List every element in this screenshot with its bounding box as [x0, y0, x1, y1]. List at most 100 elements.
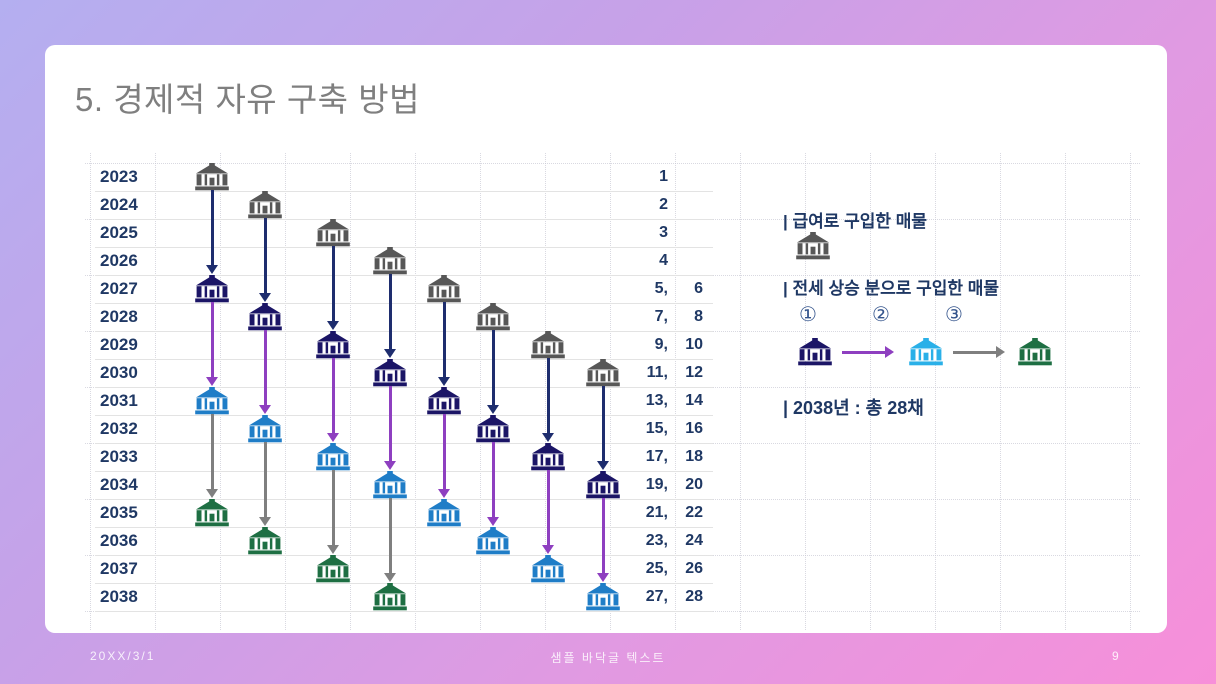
arrow-head [383, 349, 396, 358]
arrow-down-icon [437, 414, 451, 498]
arrow-head [383, 461, 396, 470]
arrow-head [437, 489, 450, 498]
arrow-shaft [210, 414, 214, 490]
count-label: 19, [645, 476, 668, 493]
row-separator [95, 611, 713, 612]
building-icon-step1 [585, 471, 621, 499]
building-icon-step2 [475, 527, 511, 555]
row-separator [95, 443, 713, 444]
row-separator [95, 359, 713, 360]
building-icon-salary [247, 191, 283, 219]
arrow-down-icon [205, 302, 219, 386]
count-label: 8 [694, 308, 703, 325]
row-separator [95, 331, 713, 332]
legend-step1-number: ① [799, 304, 817, 326]
arrow-shaft [388, 386, 392, 462]
arrow-right-icon [842, 345, 894, 359]
grid-line-vertical [805, 153, 806, 630]
arrow-shaft [210, 190, 214, 266]
grid-line-vertical [415, 153, 416, 630]
count-label: 25, [645, 560, 668, 577]
building-icon-step2 [315, 443, 351, 471]
year-label: 2027 [100, 279, 138, 298]
row-separator [95, 499, 713, 500]
arrow-shaft [546, 358, 550, 434]
arrow-down-icon [541, 358, 555, 442]
building-icon-step2 [585, 583, 621, 611]
arrow-down-icon [326, 470, 340, 554]
building-icon-salary [372, 247, 408, 275]
grid-line-vertical [350, 153, 351, 630]
legend-jeonse-label: | 전세 상승 분으로 구입한 매물 [783, 279, 1000, 298]
footer-page-number: 9 [1112, 649, 1119, 663]
row-separator [95, 583, 713, 584]
footer-date: 20XX/3/1 [90, 649, 156, 663]
arrow-head [596, 573, 609, 582]
grid-line-vertical [1065, 153, 1066, 630]
arrow-shaft [331, 246, 335, 322]
arrow-head [326, 433, 339, 442]
year-label: 2030 [100, 363, 138, 382]
row-separator [95, 387, 713, 388]
arrow-head [258, 517, 271, 526]
arrow-shaft [263, 218, 267, 294]
arrow-head [205, 489, 218, 498]
footer-text: 샘플 바닥글 텍스트 [550, 651, 666, 665]
count-label: 12 [685, 364, 703, 381]
arrow-shaft [442, 302, 446, 378]
count-label: 6 [694, 280, 703, 297]
grid-line-vertical [155, 153, 156, 630]
count-label: 4 [659, 252, 668, 269]
building-icon-step3 [372, 583, 408, 611]
building-icon-step2 [247, 415, 283, 443]
building-icon-salary [315, 219, 351, 247]
year-label: 2031 [100, 391, 138, 410]
year-label: 2023 [100, 167, 138, 186]
arrow-shaft [263, 442, 267, 518]
arrow-down-icon [541, 470, 555, 554]
count-label: 14 [685, 392, 703, 409]
count-label: 16 [685, 420, 703, 437]
count-label: 5, [654, 280, 668, 297]
building-icon-step2 [530, 555, 566, 583]
grid-line-vertical [935, 153, 936, 630]
row-separator [95, 527, 713, 528]
building-icon-salary [530, 331, 566, 359]
legend-step2-number: ② [872, 304, 890, 326]
arrow-down-icon [383, 274, 397, 358]
arrow-down-icon [258, 218, 272, 302]
year-label: 2037 [100, 559, 138, 578]
year-label: 2033 [100, 447, 138, 466]
arrow-shaft [331, 358, 335, 434]
count-label: 2 [659, 196, 668, 213]
arrow-shaft [953, 350, 997, 354]
arrow-down-icon [596, 386, 610, 470]
count-label: 24 [685, 532, 703, 549]
arrow-head [205, 377, 218, 386]
building-icon-salary [475, 303, 511, 331]
building-icon-step2 [372, 471, 408, 499]
year-label: 2036 [100, 531, 138, 550]
arrow-right-icon [953, 345, 1005, 359]
legend-step1-building-icon [797, 338, 833, 366]
count-label: 23, [645, 532, 668, 549]
building-icon-step1 [315, 331, 351, 359]
grid-line-vertical [285, 153, 286, 630]
arrow-shaft [842, 350, 886, 354]
year-label: 2025 [100, 223, 138, 242]
arrow-head [541, 545, 554, 554]
count-label: 9, [654, 336, 668, 353]
arrow-down-icon [258, 442, 272, 526]
arrow-shaft [210, 302, 214, 378]
arrow-shaft [331, 470, 335, 546]
count-label: 18 [685, 448, 703, 465]
arrow-shaft [601, 498, 605, 574]
arrow-head [205, 265, 218, 274]
row-separator [95, 247, 713, 248]
count-label: 7, [654, 308, 668, 325]
arrow-shaft [491, 330, 495, 406]
building-icon-step2 [194, 387, 230, 415]
year-label: 2029 [100, 335, 138, 354]
legend-step2-building-icon [908, 338, 944, 366]
